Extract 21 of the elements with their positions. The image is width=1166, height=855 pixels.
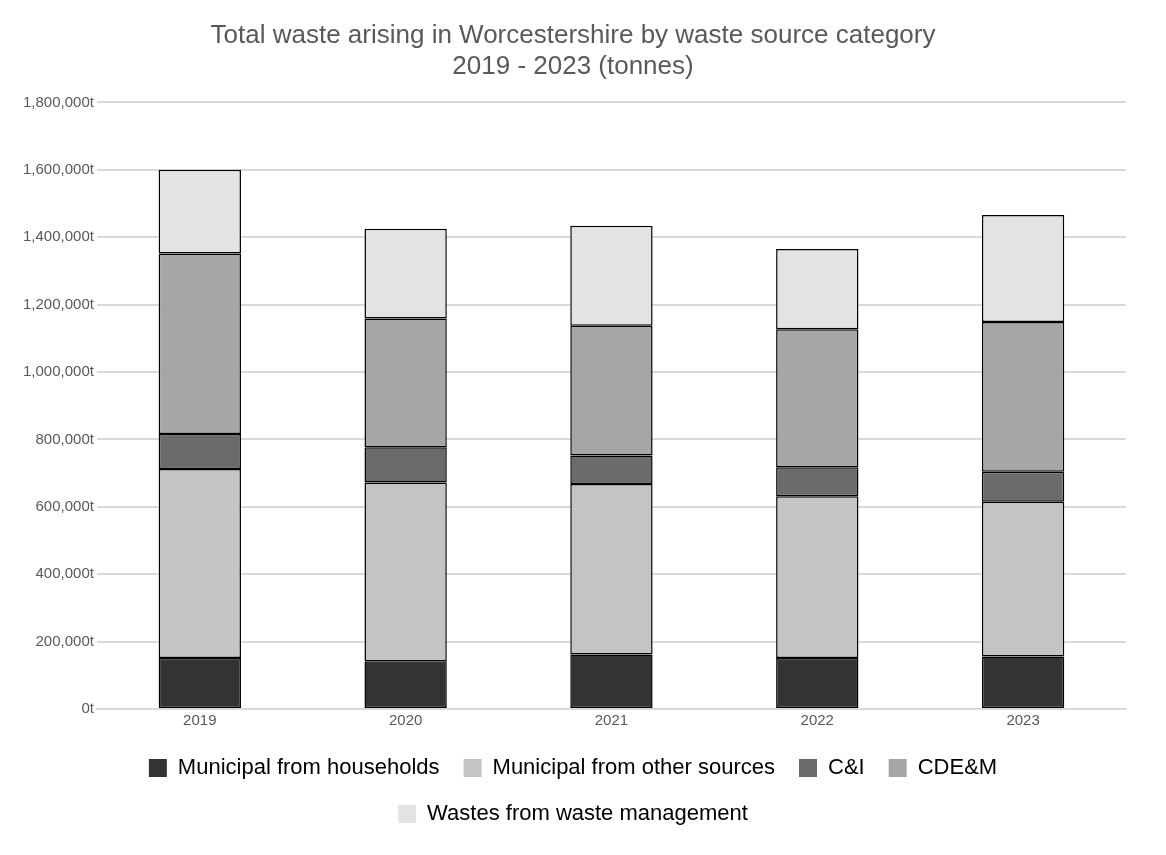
y-tick-label: 200,000t (35, 631, 95, 649)
y-tick-label: 800,000t (35, 429, 95, 447)
legend-label: C&I (828, 754, 865, 780)
x-tick-label: 2020 (388, 711, 423, 729)
y-tick-label: 1,000,000t (22, 362, 95, 380)
y-tick-label: 600,000t (35, 496, 95, 514)
x-tick-label: 2021 (594, 711, 629, 729)
y-tick-label: 0t (81, 699, 95, 717)
legend-label: Municipal from households (177, 754, 440, 780)
x-tick-label: 2019 (183, 711, 217, 729)
y-tick-label: 1,200,000t (22, 294, 95, 312)
legend-label: CDE&M (917, 754, 998, 780)
x-tick-label: 2022 (800, 711, 834, 729)
x-tick-label: 2023 (1006, 711, 1040, 729)
y-tick-label: 400,000t (35, 564, 95, 582)
y-tick-label: 1,800,000t (22, 92, 95, 110)
legend-label: Municipal from other sources (492, 754, 776, 780)
legend-label: Wastes from waste management (427, 800, 748, 826)
chart-title: Total waste arising in Worcestershire by waste source category 2019 - 2023 (tonnes) (210, 18, 936, 80)
y-tick-label: 1,600,000t (22, 159, 95, 177)
y-tick-label: 1,400,000t (22, 227, 95, 245)
